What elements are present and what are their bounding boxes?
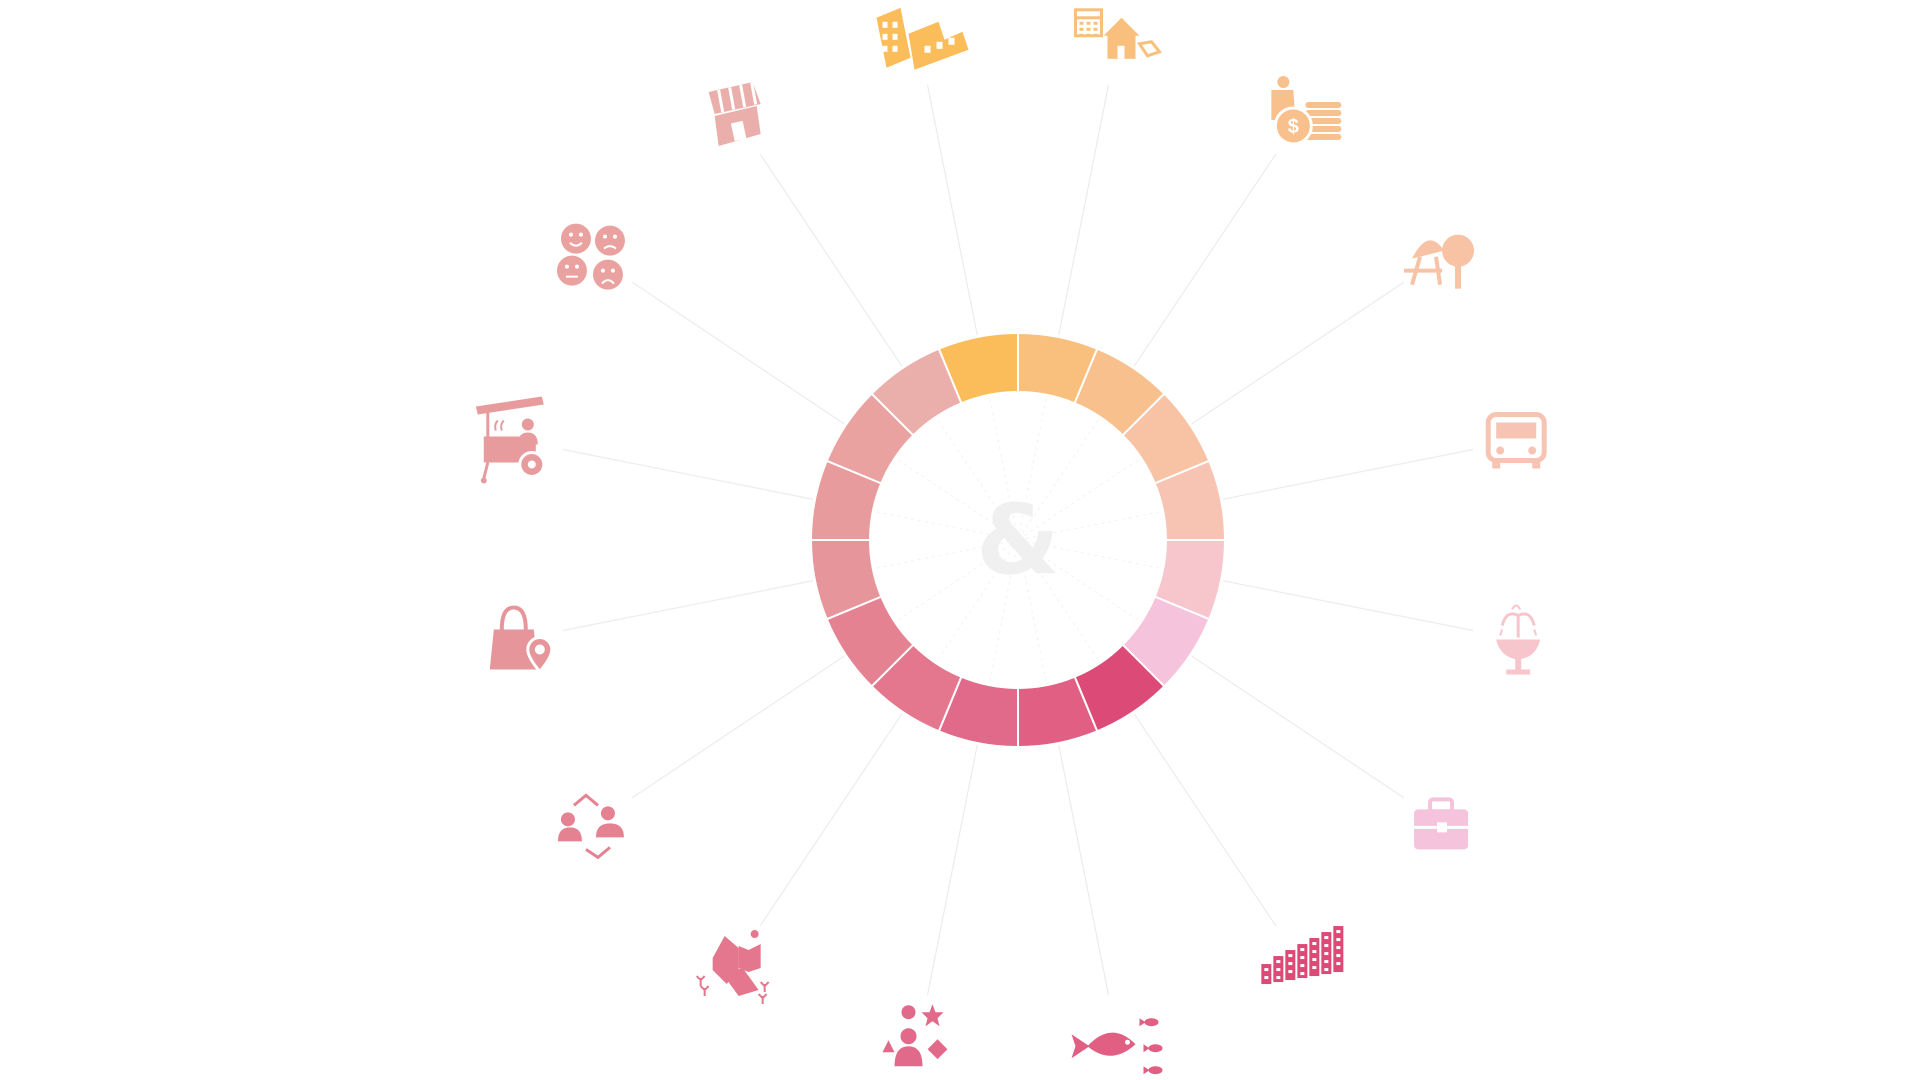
spoke-line [1191,655,1405,799]
vendor-cart-icon[interactable] [475,396,546,484]
storefront-icon[interactable] [708,81,761,146]
ring-segment-retail-storefront[interactable] [870,347,963,437]
svg-text:$: $ [1288,116,1299,138]
segment-ring [809,331,1227,749]
center-ampersand: & [976,484,1060,596]
buildings-icon[interactable] [876,7,969,70]
spoke-line [1133,153,1277,367]
inner-connector [1019,547,1047,682]
inner-connector [1024,459,1139,536]
spoke-line [1222,448,1474,500]
city-trees-icon[interactable] [695,930,770,1005]
spoke-line [1058,84,1110,336]
spoke-line [759,713,903,927]
inner-connector [1025,541,1160,569]
spoke-line [926,744,978,996]
inner-connector [937,419,1014,534]
inner-connector [1025,511,1160,539]
house-calendar-icon[interactable] [1073,8,1163,59]
spoke-line [562,448,814,500]
spoke-line [926,84,978,336]
city-blocks-icon[interactable] [1261,926,1344,985]
inner-connector [989,547,1017,682]
inner-connector [1024,544,1139,621]
spoke-line [1191,281,1405,425]
spoke-line [562,580,814,632]
inner-connector [876,511,1011,539]
spoke-line [631,655,845,799]
inner-connector [897,459,1012,536]
briefcase-icon[interactable] [1414,797,1469,850]
inner-connector [1022,419,1099,534]
fountain-icon[interactable] [1496,604,1541,675]
inner-connector [1022,546,1099,661]
person-shapes-icon[interactable] [882,1004,948,1067]
shopping-bag-pin-icon[interactable] [489,605,554,674]
spoke-lines [562,84,1474,996]
inner-connector [897,544,1012,621]
spoke-line [1133,713,1277,927]
emotion-faces-icon[interactable] [556,223,625,290]
spoke-line [631,281,845,425]
spoke-line [759,153,903,367]
icon-ring: $ [475,7,1547,1075]
fish-icon[interactable] [1071,1018,1163,1075]
playground-icon[interactable] [1404,234,1475,289]
people-exchange-icon[interactable] [557,793,624,860]
inner-connector [876,541,1011,569]
inner-connector [937,546,1014,661]
inner-connector [1019,398,1047,533]
inner-connector [989,398,1017,533]
spoke-line [1058,744,1110,996]
bus-icon[interactable] [1485,412,1547,469]
person-coins-icon[interactable]: $ [1271,75,1342,146]
spoke-line [1222,580,1474,632]
